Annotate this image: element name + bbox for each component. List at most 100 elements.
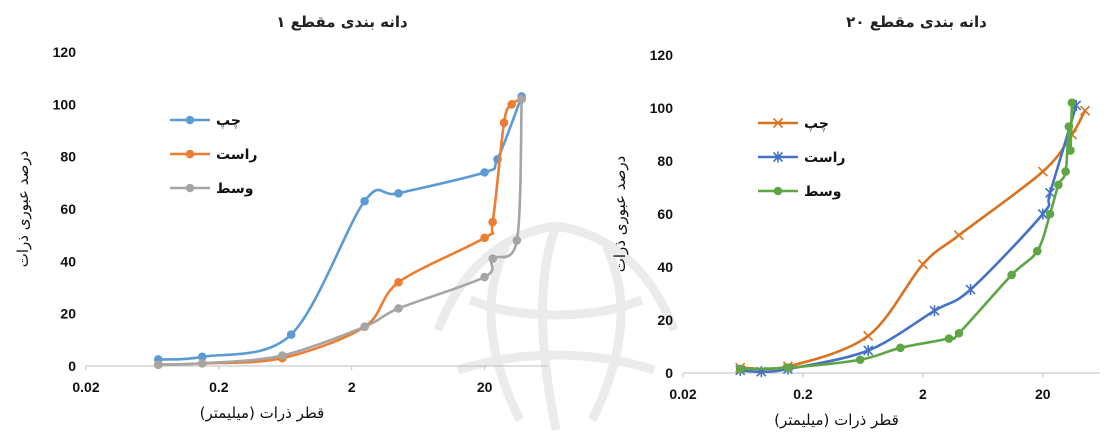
data-point: [773, 186, 783, 196]
data-point: [480, 272, 489, 282]
data-point: [855, 355, 865, 365]
data-point-stroke: [1037, 166, 1048, 177]
y-tick-label: 20: [60, 306, 76, 322]
x-tick-label: 2: [919, 386, 927, 402]
data-point: [480, 233, 489, 243]
legend-item: چپ: [170, 113, 241, 129]
y-axis-label: درصد عبوری ذرات: [611, 156, 629, 273]
series-3: [735, 98, 1077, 374]
data-point: [1079, 105, 1091, 116]
x-tick-label: 20: [477, 379, 493, 395]
y-tick-label: 60: [657, 206, 673, 222]
x-tick-label: 20: [1035, 386, 1051, 402]
data-point: [394, 304, 403, 313]
x-tick-label: 0.02: [669, 386, 696, 402]
data-point: [1066, 146, 1075, 155]
data-point: [286, 330, 296, 339]
data-point: [772, 151, 784, 163]
data-point: [480, 168, 489, 177]
data-point: [517, 94, 526, 104]
x-axis-label: قطر ذرات (میلیمتر): [774, 411, 899, 429]
y-tick-label: 100: [53, 96, 77, 112]
x-tick-label: 0.2: [209, 379, 229, 395]
x-tick-label: 0.02: [72, 379, 99, 395]
data-point: [185, 149, 195, 159]
data-point: [1044, 187, 1056, 199]
legend-label: راست: [804, 150, 845, 166]
y-tick-label: 0: [68, 358, 76, 374]
data-point: [507, 100, 517, 109]
y-axis-label: درصد عبوری ذرات: [14, 151, 32, 268]
y-tick-label: 100: [650, 100, 674, 116]
data-point: [1007, 270, 1016, 280]
series-line: [156, 97, 523, 366]
watermark-logo: [433, 221, 679, 431]
data-point: [917, 259, 928, 270]
data-point: [1061, 167, 1070, 176]
x-tick-label: 2: [348, 379, 356, 395]
data-point: [185, 115, 195, 125]
data-point: [1037, 166, 1048, 177]
data-point: [735, 364, 745, 374]
legend-item: راست: [758, 150, 845, 166]
data-point-stroke: [953, 230, 965, 241]
x-tick-label: 0.2: [793, 386, 813, 402]
data-point: [965, 284, 976, 296]
series-line: [738, 109, 1087, 371]
chart-title: دانه بندی مقطع ۱: [276, 13, 408, 31]
legend-item: وسط: [758, 184, 841, 200]
data-point: [1037, 208, 1048, 220]
chart-panel-1: دانه بندی مقطع ۱ 0 20 40 60 80 100 120 0.02 0.2 2 2…: [14, 13, 548, 422]
data-point: [896, 343, 905, 353]
data-point: [929, 305, 940, 317]
legend-label: وسط: [804, 184, 841, 200]
data-point-stroke: [1079, 105, 1091, 116]
data-point: [944, 334, 954, 343]
series-3: [153, 94, 526, 369]
data-point: [394, 189, 403, 198]
data-point: [488, 254, 497, 264]
data-point-stroke: [863, 330, 874, 341]
data-point: [394, 277, 403, 287]
data-point-stroke: [917, 259, 928, 270]
data-point: [772, 117, 784, 129]
data-point: [277, 351, 287, 360]
data-point: [863, 330, 874, 341]
series-line: [156, 95, 523, 361]
data-point-stroke: [772, 117, 784, 129]
series-1: [153, 92, 526, 364]
data-point: [863, 344, 874, 356]
y-tick-label: 60: [60, 201, 76, 217]
data-point: [512, 236, 522, 245]
series-line: [156, 97, 523, 366]
y-tick-label: 120: [53, 44, 77, 60]
series-1: [735, 105, 1091, 373]
data-point: [360, 196, 369, 206]
y-tick-label: 80: [657, 153, 673, 169]
data-point: [1067, 98, 1077, 107]
y-tick-label: 20: [657, 312, 673, 328]
data-point: [954, 328, 964, 338]
y-tick-label: 40: [60, 253, 76, 269]
data-point: [360, 322, 369, 332]
legend-label: وسط: [216, 181, 253, 197]
y-tick-label: 0: [665, 365, 673, 381]
legend-label: چپ: [804, 116, 829, 132]
data-point: [953, 230, 965, 241]
chart-panel-2: دانه بندی مقطع ۲۰ 0 20 40 60 80 100 120 0.02 0.2 2…: [611, 13, 1100, 429]
data-point: [783, 363, 793, 373]
x-axis-label: قطر ذرات (میلیمتر): [200, 404, 325, 422]
series-2: [735, 99, 1082, 378]
data-point: [499, 118, 509, 127]
data-point: [1064, 122, 1074, 131]
y-tick-label: 40: [657, 259, 673, 275]
data-point: [488, 217, 497, 227]
data-point: [185, 183, 195, 193]
chart-title: دانه بندی مقطع ۲۰: [846, 13, 987, 31]
legend-item: وسط: [170, 181, 253, 197]
legend-label: چپ: [216, 113, 241, 129]
data-point: [1045, 209, 1055, 219]
legend-label: راست: [216, 147, 257, 163]
